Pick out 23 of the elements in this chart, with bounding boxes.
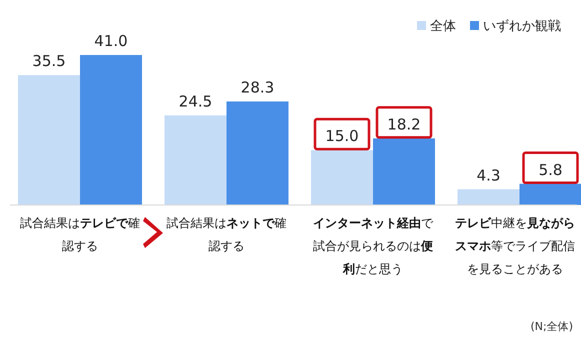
data-label: 28.3 [240,78,274,96]
bar [311,150,373,205]
category-label: インターネット経由で試合が見られるのは便利だと思う [313,216,433,276]
bar [373,138,435,205]
bar [164,115,226,205]
category-label: 試合結果はネットで確認する [166,216,286,253]
bar [80,55,142,205]
data-label: 41.0 [94,32,128,50]
text: (N;全体) [530,320,573,333]
data-label: 15.0 [325,127,359,146]
data-label: 4.3 [476,166,500,184]
data-label: 35.5 [32,52,66,70]
data-label: 24.5 [178,92,212,110]
legend-label: 全体 [430,19,456,34]
category-label: 試合結果はテレビで確認する [20,216,140,253]
category-label: テレビ中継を見ながらスマホ等でライブ配信を見ることがある [455,216,575,276]
bar [226,101,288,205]
bar [18,75,80,205]
legend-label: いずれか観戦 [483,19,561,34]
data-label: 18.2 [387,115,421,134]
bar [458,189,520,205]
data-label: 5.8 [538,160,562,179]
bar [520,184,581,205]
